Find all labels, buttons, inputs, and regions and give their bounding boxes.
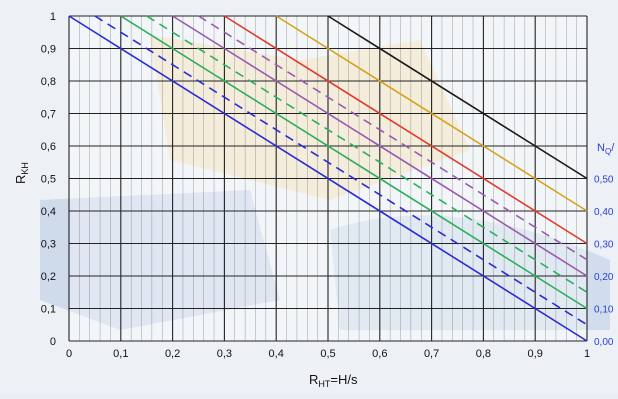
- x-tick-label: 0,6: [372, 348, 387, 360]
- grid: [68, 15, 588, 342]
- series-line-7: [223, 15, 588, 245]
- right-tick-label: 0,50: [594, 175, 614, 186]
- x-tick-label: 0,5: [320, 348, 335, 360]
- x-tick-label: 0,3: [217, 348, 232, 360]
- x-tick-label: 0,1: [113, 348, 128, 360]
- x-tick-label: 0,7: [424, 348, 439, 360]
- y-tick-label: 0,2: [41, 271, 56, 283]
- y-axis-title: RKH: [13, 162, 30, 184]
- right-tick-label: 0,20: [594, 272, 614, 283]
- right-axis-title: NQ/: [597, 142, 615, 156]
- x-axis-ticks: 0 0,1 0,2 0,3 0,4 0,5 0,6 0,7 0,8 0,9 1: [66, 348, 590, 360]
- y-tick-label: 0: [50, 336, 56, 348]
- x-tick-label: 0,8: [476, 348, 491, 360]
- x-tick-label: 0,2: [165, 348, 180, 360]
- x-tick-label: 0: [66, 348, 72, 360]
- x-tick-label: 1: [584, 348, 590, 360]
- series-line-1: [68, 15, 588, 342]
- series-lines: [68, 15, 588, 342]
- y-tick-label: 1: [50, 11, 56, 23]
- y-axis-ticks: 0 0,1 0,2 0,3 0,4 0,5 0,6 0,7 0,8 0,9 1: [41, 11, 56, 348]
- x-tick-label: 0,4: [269, 348, 284, 360]
- right-tick-label: 0,00: [594, 337, 614, 348]
- x-tick-label: 0,9: [528, 348, 543, 360]
- y-tick-label: 0,5: [41, 174, 56, 186]
- y-tick-label: 0,7: [41, 109, 56, 121]
- y-tick-label: 0,3: [41, 239, 56, 251]
- x-axis-title: RHT=H/s: [309, 372, 358, 389]
- series-line-2: [94, 15, 588, 326]
- series-line-9: [327, 15, 588, 180]
- right-tick-label: 0,30: [594, 240, 614, 251]
- right-axis-ticks: 0,00 0,10 0,20 0,30 0,40 0,50: [594, 175, 614, 349]
- y-tick-label: 0,4: [41, 206, 56, 218]
- series-line-6: [198, 15, 588, 261]
- y-tick-label: 0,1: [41, 304, 56, 316]
- series-line-3: [120, 15, 588, 310]
- right-tick-label: 0,40: [594, 207, 614, 218]
- right-tick-label: 0,10: [594, 305, 614, 316]
- series-line-4: [146, 15, 588, 293]
- watermark-blue-shape: [330, 215, 610, 330]
- y-tick-label: 0,6: [41, 141, 56, 153]
- series-line-8: [275, 15, 588, 212]
- y-tick-label: 0,9: [41, 44, 56, 56]
- y-tick-label: 0,8: [41, 76, 56, 88]
- series-line-5: [172, 15, 588, 277]
